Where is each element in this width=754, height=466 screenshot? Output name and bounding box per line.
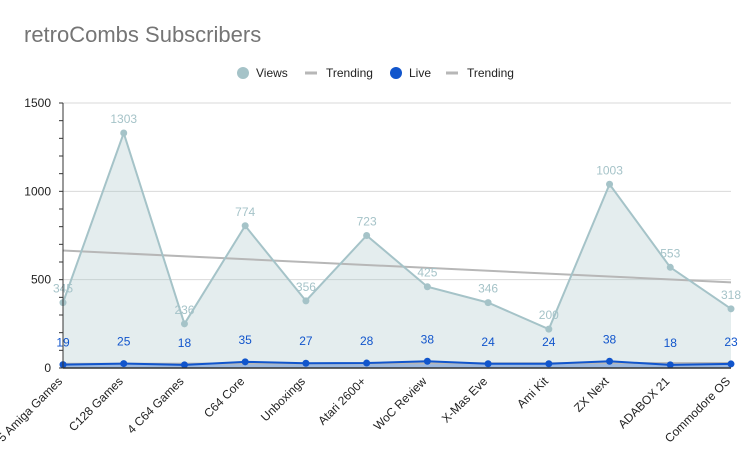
data-label-views-8: 200 — [539, 308, 559, 322]
data-label-live-1: 25 — [117, 335, 131, 349]
point-live-3 — [241, 358, 249, 366]
data-labels: 3451303236774356723425346200100355331819… — [53, 112, 741, 350]
data-label-views-9: 1003 — [596, 163, 623, 177]
data-label-views-7: 346 — [478, 282, 498, 296]
point-live-10 — [666, 361, 674, 369]
x-tick-label-6: WoC Review — [371, 374, 430, 433]
y-tick-label-0: 0 — [44, 361, 51, 375]
x-tick-label-9: ZX Next — [571, 374, 612, 415]
x-tick-label-3: C64 Core — [201, 374, 247, 420]
legend-marker-2 — [390, 67, 402, 79]
point-views-2 — [180, 320, 188, 328]
area-views — [63, 133, 731, 368]
y-tick-label-500: 500 — [31, 273, 51, 287]
chart-title: retroCombs Subscribers — [24, 22, 262, 47]
x-tick-label-11: Commodore OS — [662, 374, 733, 445]
point-live-8 — [545, 360, 553, 368]
legend-marker-0 — [237, 67, 249, 79]
x-tick-label-1: C128 Games — [66, 374, 126, 434]
x-tick-label-4: Unboxings — [258, 374, 308, 424]
data-label-live-4: 27 — [299, 334, 313, 348]
data-label-live-9: 38 — [603, 332, 617, 346]
point-views-6 — [423, 283, 431, 291]
point-live-1 — [120, 360, 128, 368]
data-label-views-3: 774 — [235, 205, 255, 219]
trendline-views — [62, 249, 732, 284]
data-label-views-5: 723 — [357, 215, 377, 229]
point-live-9 — [606, 357, 614, 365]
point-views-5 — [363, 232, 371, 239]
point-views-9 — [606, 180, 614, 188]
legend-label-2: Live — [409, 66, 431, 80]
line-views — [62, 129, 732, 331]
point-views-8 — [545, 325, 553, 333]
point-live-6 — [423, 357, 431, 365]
x-tick-label-10: ADABOX 21 — [615, 374, 672, 431]
y-tick-label-1000: 1000 — [24, 184, 51, 198]
line-live — [62, 360, 732, 366]
x-tick-label-2: 4 C64 Games — [124, 374, 186, 436]
x-tick-label-0: 5 Amiga Games — [0, 374, 65, 444]
x-tick-label-8: Ami Kit — [514, 374, 551, 411]
data-label-views-2: 236 — [174, 303, 194, 317]
legend-label-0: Views — [256, 66, 288, 80]
data-label-live-7: 24 — [481, 335, 495, 349]
point-live-5 — [363, 359, 371, 367]
data-label-views-4: 356 — [296, 280, 316, 294]
point-live-2 — [180, 361, 188, 369]
data-label-live-3: 35 — [239, 333, 253, 347]
data-label-live-10: 18 — [664, 336, 678, 350]
series-lines — [62, 129, 732, 366]
data-points — [59, 129, 735, 369]
data-label-live-11: 23 — [724, 335, 738, 349]
gridlines — [63, 102, 731, 281]
point-live-7 — [484, 360, 492, 368]
point-views-3 — [241, 222, 249, 230]
point-views-7 — [484, 299, 492, 307]
x-tick-label-5: Atari 2600+ — [315, 374, 369, 428]
x-tick-label-7: X-Mas Eve — [439, 374, 491, 426]
legend-label-3: Trending — [467, 66, 514, 80]
point-views-1 — [120, 129, 128, 137]
point-views-10 — [666, 263, 674, 271]
legend-label-1: Trending — [326, 66, 373, 80]
data-label-live-2: 18 — [178, 336, 192, 350]
point-views-11 — [727, 305, 735, 313]
series-areas — [63, 133, 731, 368]
data-label-live-6: 38 — [421, 332, 435, 346]
point-live-11 — [727, 360, 735, 368]
point-views-4 — [302, 297, 310, 305]
data-label-live-8: 24 — [542, 335, 556, 349]
data-label-live-5: 28 — [360, 334, 374, 348]
data-label-views-6: 425 — [417, 266, 437, 280]
data-label-views-11: 318 — [721, 288, 741, 302]
y-tick-label-1500: 1500 — [24, 96, 51, 110]
legend: Views Trending Live Trending — [237, 66, 514, 80]
data-label-views-1: 1303 — [110, 112, 137, 126]
data-label-views-10: 553 — [660, 246, 680, 260]
point-live-4 — [302, 359, 310, 367]
